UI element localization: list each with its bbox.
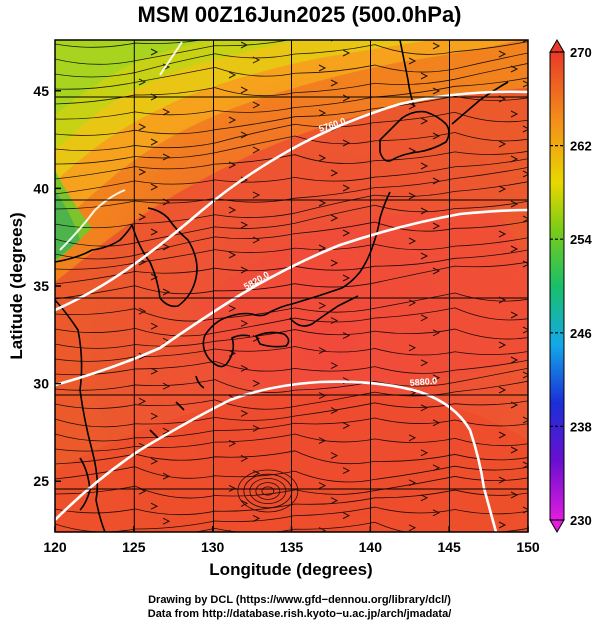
grid [55,40,528,532]
colorbar-label: 254 [570,232,592,247]
y-tick-label: 30 [33,376,49,392]
map-title: MSM 00Z16Jun2025 (500.0hPa) [137,2,462,27]
credit-line: Drawing by DCL (https://www.gfd−dennou.o… [148,594,451,606]
height-contours [55,90,528,532]
y-tick-label: 35 [33,278,49,294]
y-axis-label: Latitude (degrees) [7,212,26,359]
y-tick-label: 45 [33,83,49,99]
colorbar: 270 262 254 246 238 230 [549,39,592,533]
x-tick-label: 125 [122,539,146,555]
contour-label: 5880.0 [409,376,437,388]
data-source-line: Data from http://database.rish.kyoto−u.a… [147,608,452,620]
y-tick-label: 25 [33,473,49,489]
colorbar-label: 230 [570,513,592,528]
x-tick-label: 130 [201,539,225,555]
x-tick-label: 150 [516,539,540,555]
x-axis-label: Longitude (degrees) [209,560,372,579]
x-tick-label: 120 [43,539,67,555]
colorbar-label: 270 [570,45,592,60]
y-tick-label: 40 [33,180,49,196]
contour-5760 [55,90,528,312]
y-axis: 25 30 35 40 45 [33,83,61,489]
x-tick-label: 140 [359,539,383,555]
contour-5820 [55,208,528,387]
colorbar-label: 238 [570,419,592,434]
x-tick-label: 135 [280,539,304,555]
x-axis: 120 125 130 135 140 145 150 [43,526,540,555]
contour-5880 [55,380,498,532]
x-tick-label: 145 [437,539,461,555]
coastlines [55,40,509,532]
colorbar-label: 262 [570,139,592,154]
colorbar-label: 246 [570,326,592,341]
